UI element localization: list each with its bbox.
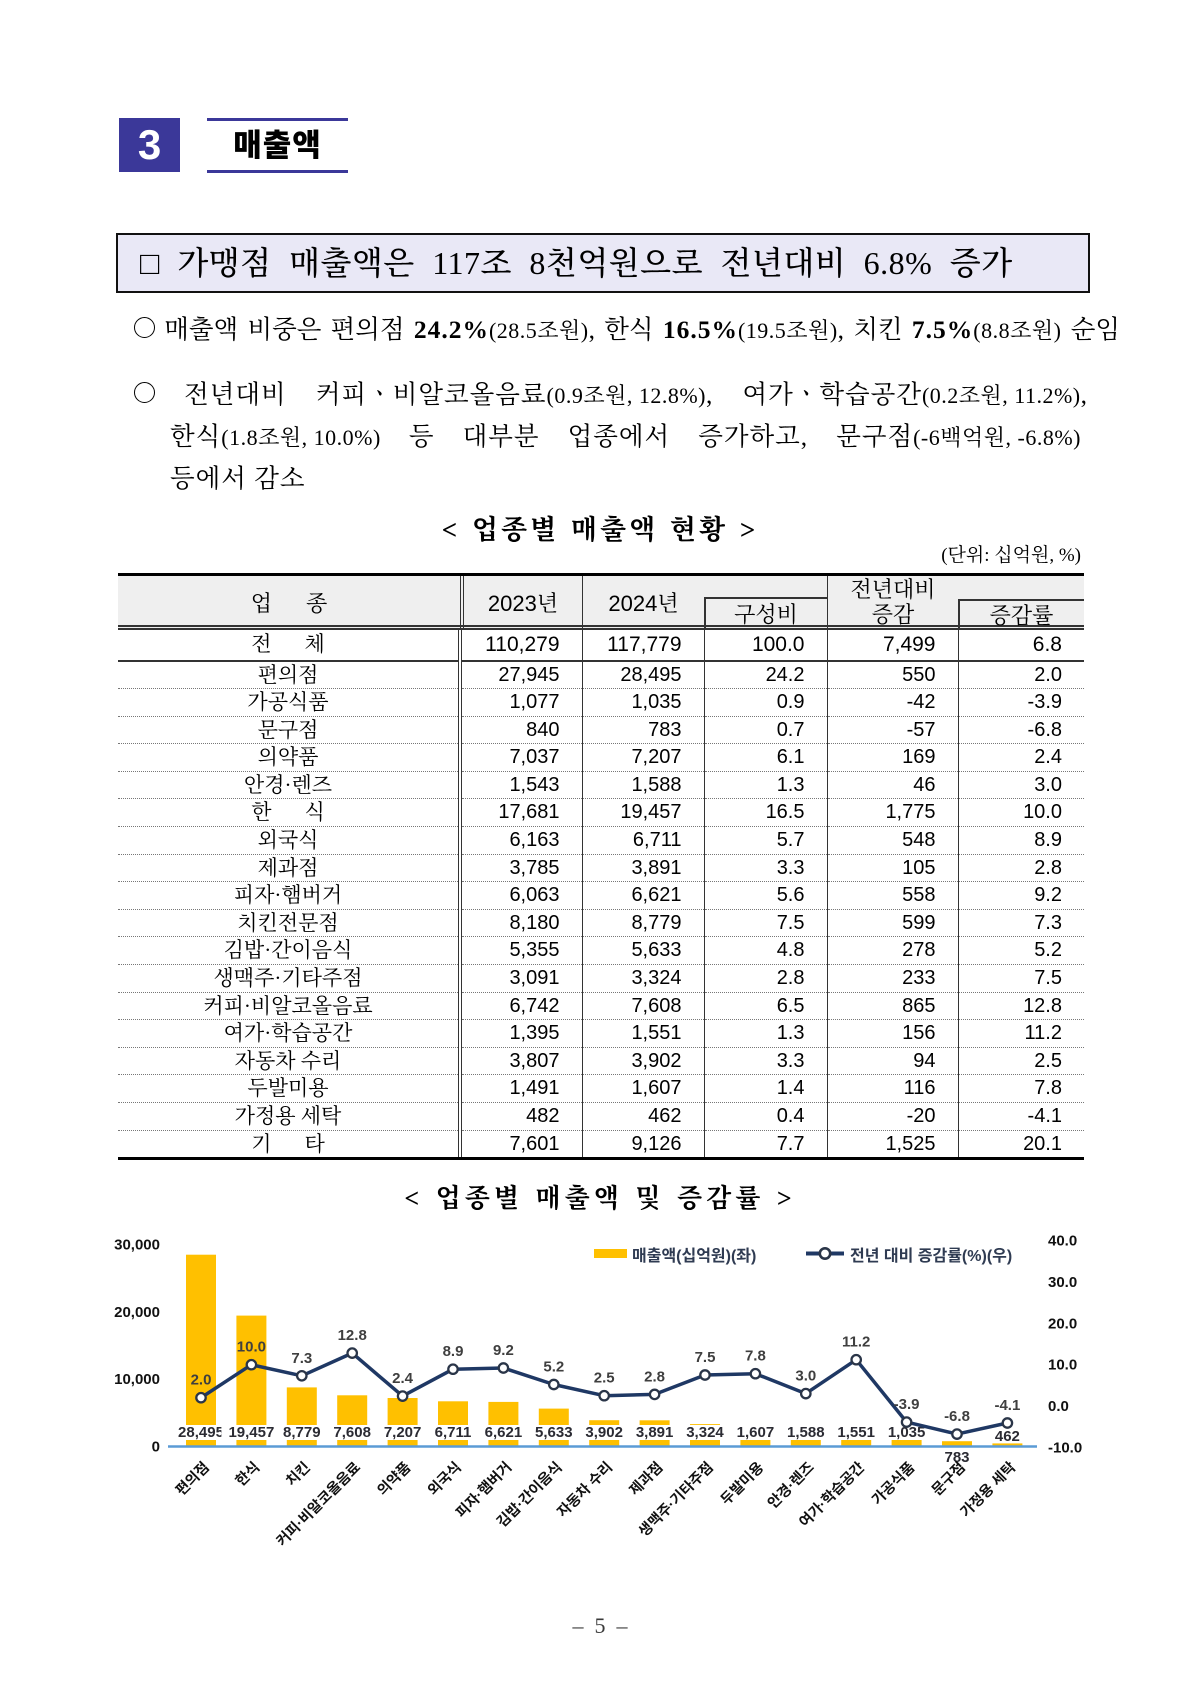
svg-text:0.0: 0.0 [1048,1398,1069,1415]
svg-text:1,607: 1,607 [737,1424,775,1441]
svg-text:-6.8: -6.8 [944,1408,970,1425]
svg-text:두발미용: 두발미용 [717,1459,767,1509]
svg-text:10.0: 10.0 [1048,1357,1077,1374]
svg-text:치킨: 치킨 [283,1459,314,1490]
svg-text:3.0: 3.0 [795,1368,816,1385]
svg-text:28,495: 28,495 [178,1424,224,1441]
svg-text:제과점: 제과점 [626,1459,666,1499]
svg-text:11.2: 11.2 [842,1334,870,1351]
svg-text:20.0: 20.0 [1048,1315,1077,1332]
svg-text:< 업종별 매출액 및 증감률 >: < 업종별 매출액 및 증감률 > [404,1184,795,1213]
svg-text:10,000: 10,000 [114,1371,160,1388]
svg-text:0: 0 [152,1439,160,1456]
svg-text:8.9: 8.9 [443,1343,464,1360]
svg-text:462: 462 [995,1428,1020,1445]
svg-text:19,457: 19,457 [228,1424,274,1441]
svg-text:외국식: 외국식 [425,1459,465,1499]
svg-text:3,902: 3,902 [585,1424,623,1441]
svg-text:3,891: 3,891 [636,1424,674,1441]
svg-text:가공식품: 가공식품 [869,1459,919,1509]
svg-text:-3.9: -3.9 [894,1396,920,1413]
svg-text:1,588: 1,588 [787,1424,825,1441]
svg-text:커피·비알코올음료: 커피·비알코올음료 [273,1459,364,1550]
svg-text:의약품: 의약품 [374,1459,414,1499]
svg-text:자동차 수리: 자동차 수리 [554,1459,616,1521]
svg-text:전년 대비 증감률(%)(우): 전년 대비 증감률(%)(우) [850,1247,1012,1265]
svg-text:20,000: 20,000 [114,1304,160,1321]
svg-text:-10.0: -10.0 [1048,1439,1082,1456]
svg-text:6,711: 6,711 [435,1424,472,1441]
svg-text:10.0: 10.0 [237,1339,266,1356]
svg-text:1,035: 1,035 [888,1424,926,1441]
svg-text:가정용 세탁: 가정용 세탁 [957,1459,1019,1521]
svg-text:편의점: 편의점 [173,1459,213,1499]
svg-text:30,000: 30,000 [114,1237,160,1254]
svg-text:3,324: 3,324 [686,1424,724,1441]
svg-text:7,608: 7,608 [333,1424,371,1441]
svg-text:12.8: 12.8 [338,1327,367,1344]
svg-text:783: 783 [944,1449,969,1466]
svg-text:7.8: 7.8 [745,1348,766,1365]
svg-text:-4.1: -4.1 [994,1397,1020,1414]
svg-text:5,633: 5,633 [535,1424,573,1441]
svg-text:5.2: 5.2 [543,1359,564,1376]
svg-text:8,779: 8,779 [283,1424,321,1441]
svg-text:1,551: 1,551 [837,1424,875,1441]
svg-text:7.5: 7.5 [695,1349,716,1366]
svg-text:30.0: 30.0 [1048,1274,1077,1291]
svg-text:40.0: 40.0 [1048,1233,1077,1250]
svg-text:7,207: 7,207 [384,1424,422,1441]
svg-text:2.0: 2.0 [191,1372,212,1389]
svg-text:6,621: 6,621 [485,1424,523,1441]
svg-text:안경·렌즈: 안경·렌즈 [764,1459,817,1512]
svg-text:매출액(십억원)(좌): 매출액(십억원)(좌) [632,1247,756,1265]
svg-text:한식: 한식 [232,1459,263,1490]
svg-text:2.4: 2.4 [392,1370,414,1387]
svg-text:2.5: 2.5 [594,1370,615,1387]
svg-text:7.3: 7.3 [291,1350,312,1367]
svg-text:2.8: 2.8 [644,1368,665,1385]
svg-text:9.2: 9.2 [493,1342,514,1359]
